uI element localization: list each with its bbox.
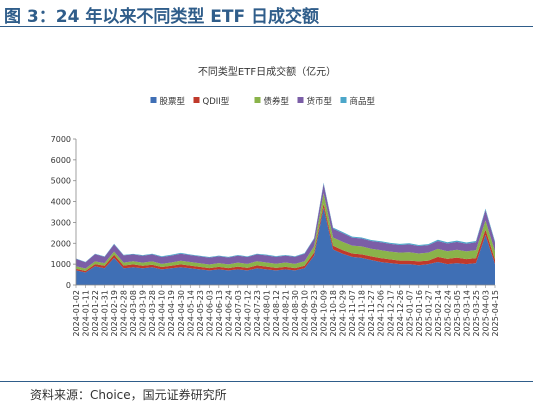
x-tick-label-19: 2024-07-23: [253, 290, 262, 337]
x-tick-label-39: 2025-02-24: [443, 290, 452, 337]
legend-swatch-3: [297, 97, 304, 103]
x-tick-label-3: 2024-01-31: [101, 290, 110, 337]
area-series-3: [76, 183, 495, 269]
x-tick-label-28: 2024-10-29: [339, 290, 348, 337]
x-tick-label-7: 2024-03-19: [139, 290, 148, 337]
x-tick-label-43: 2025-04-03: [481, 290, 490, 337]
y-tick-label-4: 4000: [51, 198, 71, 207]
x-tick-label-31: 2024-11-27: [367, 290, 376, 337]
y-tick-label-0: 0: [66, 281, 71, 290]
x-tick-label-36: 2025-01-16: [415, 290, 424, 337]
x-tick-label-10: 2024-04-19: [167, 290, 176, 337]
x-tick-label-29: 2024-11-07: [348, 290, 357, 337]
x-tick-label-4: 2024-02-19: [110, 290, 119, 337]
legend-label-2: 债券型: [264, 96, 290, 107]
y-tick-label-3: 3000: [51, 218, 71, 227]
x-tick-label-22: 2024-08-21: [282, 290, 291, 337]
x-tick-label-23: 2024-08-30: [291, 290, 300, 337]
x-tick-label-25: 2024-09-23: [310, 290, 319, 337]
x-tick-label-41: 2025-03-14: [462, 290, 471, 337]
x-tick-label-20: 2024-08-01: [262, 290, 271, 337]
x-tick-label-26: 2024-10-09: [320, 290, 329, 337]
x-tick-label-40: 2025-03-05: [453, 290, 462, 337]
legend-label-3: 货币型: [307, 96, 333, 107]
legend-swatch-4: [340, 97, 347, 103]
x-tick-label-1: 2024-01-11: [82, 290, 91, 337]
footer-rule: [0, 381, 533, 382]
x-tick-label-9: 2024-04-10: [158, 290, 167, 337]
x-tick-label-24: 2024-09-10: [301, 290, 310, 337]
x-tick-label-33: 2024-12-17: [386, 290, 395, 337]
legend-swatch-2: [254, 97, 261, 103]
y-tick-label-5: 5000: [51, 177, 71, 186]
x-tick-label-37: 2025-01-27: [424, 290, 433, 337]
chart-container: 不同类型ETF日成交额（亿元） 股票型 QDII型 债券型 货币型 商品型 0 1000 2…: [0, 28, 533, 380]
x-tick-label-11: 2024-04-30: [177, 290, 186, 337]
legend-swatch-1: [193, 97, 200, 103]
x-tick-label-27: 2024-10-18: [329, 290, 338, 337]
legend: 股票型 QDII型 债券型 货币型 商品型: [150, 96, 376, 107]
y-tick-label-1: 1000: [51, 260, 71, 269]
x-tick-label-2: 2024-01-22: [91, 290, 100, 337]
x-tick-label-16: 2024-06-24: [224, 290, 233, 337]
title-rule: [0, 26, 533, 27]
x-tick-label-18: 2024-07-12: [243, 290, 252, 337]
x-tick-label-0: 2024-01-02: [72, 290, 81, 337]
x-tick-label-38: 2025-02-14: [434, 290, 443, 337]
legend-label-0: 股票型: [160, 97, 186, 107]
series-areas: [76, 182, 495, 285]
x-tick-label-5: 2024-02-28: [120, 290, 129, 337]
y-tick-label-6: 6000: [51, 156, 71, 165]
x-tick-label-17: 2024-07-03: [234, 290, 243, 337]
x-tick-label-35: 2025-01-07: [405, 290, 414, 337]
x-tick-label-32: 2024-12-06: [377, 290, 386, 337]
legend-label-1: QDII型: [203, 97, 230, 107]
legend-label-4: 商品型: [350, 96, 376, 107]
x-tick-label-44: 2025-04-15: [491, 290, 500, 337]
x-tick-label-21: 2024-08-12: [272, 290, 281, 337]
x-tick-label-42: 2025-03-25: [472, 290, 481, 337]
x-tick-label-6: 2024-03-08: [129, 290, 138, 337]
x-tick-label-12: 2024-05-14: [186, 290, 195, 337]
x-tick-label-13: 2024-05-23: [196, 290, 205, 337]
x-tick-label-15: 2024-06-13: [215, 290, 224, 337]
x-tick-label-30: 2024-11-18: [358, 290, 367, 337]
stacked-area-chart: 不同类型ETF日成交额（亿元） 股票型 QDII型 债券型 货币型 商品型 0 1000 2…: [51, 65, 500, 337]
x-tick-label-34: 2024-12-26: [396, 290, 405, 337]
figure-title: 图 3：24 年以来不同类型 ETF 日成交额: [4, 7, 319, 27]
y-tick-label-2: 2000: [51, 239, 71, 248]
area-series-0: [76, 207, 495, 285]
x-tick-label-14: 2024-06-03: [205, 290, 214, 337]
y-tick-label-7: 7000: [51, 135, 71, 144]
source-note: 资料来源：Choice，国元证券研究所: [30, 388, 227, 402]
legend-swatch-0: [150, 97, 157, 103]
x-tick-label-8: 2024-03-28: [148, 290, 157, 337]
chart-title: 不同类型ETF日成交额（亿元）: [198, 65, 336, 78]
